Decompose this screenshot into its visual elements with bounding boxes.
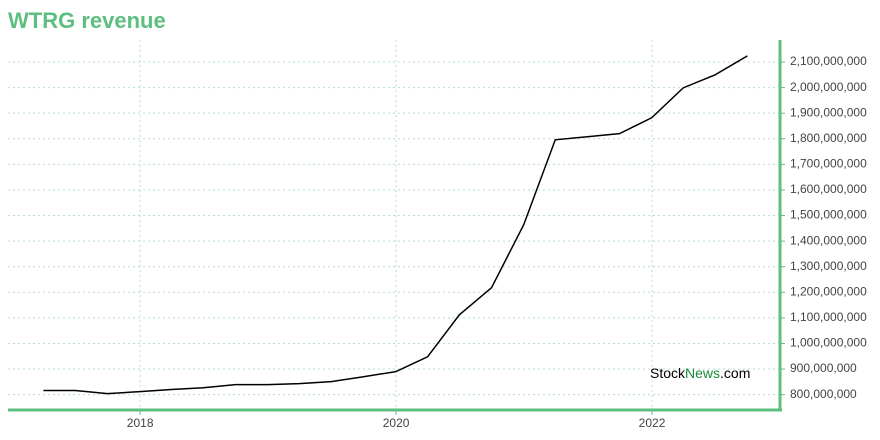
watermark: StockNews.com [650,365,750,381]
y-tick-label: 2,000,000,000 [790,80,867,94]
y-tick-label: 1,100,000,000 [790,310,867,324]
watermark-part: Stock [650,365,686,381]
y-tick-label: 1,900,000,000 [790,105,867,119]
x-tick-label: 2022 [639,416,666,430]
y-tick-label: 1,700,000,000 [790,157,867,171]
y-tick-label: 1,800,000,000 [790,131,867,145]
watermark-part: News [685,365,720,381]
watermark-part: .com [720,365,750,381]
y-tick-label: 1,600,000,000 [790,182,867,196]
y-tick-label: 1,200,000,000 [790,284,867,298]
y-tick-label: 1,300,000,000 [790,259,867,273]
x-tick-label: 2020 [383,416,410,430]
y-tick-label: 800,000,000 [790,387,857,401]
x-tick-label: 2018 [127,416,154,430]
chart-title: WTRG revenue [8,8,166,33]
y-tick-label: 1,400,000,000 [790,233,867,247]
line [43,55,748,395]
y-tick-label: 2,100,000,000 [790,54,867,68]
y-tick-label: 900,000,000 [790,361,857,375]
y-tick-label: 1,500,000,000 [790,208,867,222]
y-tick-label: 1,000,000,000 [790,336,867,350]
